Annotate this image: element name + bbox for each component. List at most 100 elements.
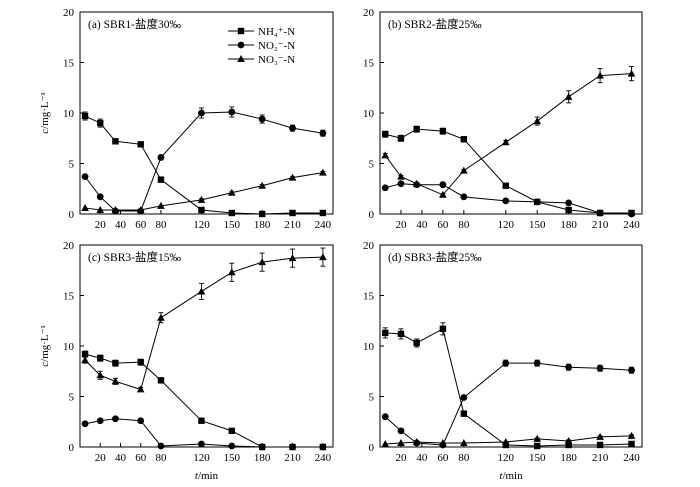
x-tick-label: 210 bbox=[592, 452, 609, 464]
x-tick-label: 180 bbox=[254, 219, 271, 231]
data-point bbox=[137, 358, 144, 366]
x-tick-label: 210 bbox=[592, 219, 609, 231]
data-point bbox=[628, 440, 635, 448]
data-point bbox=[111, 205, 120, 213]
data-point bbox=[258, 210, 266, 218]
chart-panel-1: 0 5 10 15 20 20 40 60 80 120 150 180 210 240 (a) SBR1-… bbox=[39, 7, 334, 231]
y-tick-label: 0 bbox=[69, 442, 75, 454]
x-tick-label: 60 bbox=[135, 219, 147, 231]
data-point bbox=[439, 438, 447, 446]
data-point bbox=[439, 325, 447, 333]
data-point bbox=[596, 71, 604, 79]
data-point bbox=[501, 138, 510, 146]
data-point bbox=[502, 182, 509, 189]
panel-title: (d) SBR3-盐度25‰ bbox=[388, 250, 482, 264]
x-tick-label: 20 bbox=[395, 219, 407, 231]
data-point bbox=[258, 443, 266, 451]
data-point bbox=[288, 254, 297, 262]
data-point bbox=[157, 313, 165, 321]
series-line bbox=[84, 115, 323, 215]
y-tick-label: 0 bbox=[369, 442, 375, 454]
data-point bbox=[258, 258, 266, 266]
data-point bbox=[319, 209, 327, 217]
data-point bbox=[137, 141, 144, 148]
data-point bbox=[96, 371, 105, 379]
x-tick-label: 120 bbox=[498, 452, 515, 464]
data-point bbox=[412, 437, 421, 445]
data-point bbox=[533, 198, 541, 206]
data-point bbox=[112, 138, 119, 145]
series-line bbox=[84, 418, 323, 448]
data-point bbox=[97, 354, 104, 362]
data-point bbox=[533, 117, 541, 125]
data-point bbox=[460, 166, 468, 174]
data-point bbox=[596, 209, 604, 217]
series-line bbox=[385, 328, 632, 447]
data-point bbox=[565, 441, 572, 449]
y-tick-label: 10 bbox=[63, 108, 75, 120]
series-circle bbox=[81, 106, 327, 215]
data-point bbox=[228, 108, 236, 116]
legend-label: NO₃⁻-N bbox=[258, 54, 295, 66]
x-tick-label: 180 bbox=[560, 452, 577, 464]
x-tick-label: 150 bbox=[224, 452, 241, 464]
data-point bbox=[397, 427, 405, 435]
y-axis-label-unit: /mg·L⁻¹ bbox=[39, 92, 51, 129]
x-tick-label: 210 bbox=[284, 219, 301, 231]
x-tick-label: 40 bbox=[416, 219, 428, 231]
y-tick-label: 5 bbox=[69, 159, 75, 171]
legend-label: NO₂⁻-N bbox=[258, 40, 295, 52]
data-point bbox=[157, 176, 165, 183]
data-point bbox=[501, 437, 510, 445]
data-point bbox=[596, 441, 604, 449]
data-point bbox=[228, 209, 235, 217]
data-point bbox=[628, 366, 635, 374]
data-point bbox=[157, 377, 165, 384]
x-tick-label: 40 bbox=[416, 452, 428, 464]
x-tick-label: 80 bbox=[458, 452, 470, 464]
legend: NH₄⁺-N NO₂⁻-N NO₃⁻-N bbox=[228, 26, 295, 66]
data-point bbox=[534, 442, 541, 450]
data-point bbox=[228, 427, 235, 435]
series-line bbox=[84, 111, 323, 212]
data-point bbox=[157, 442, 165, 450]
data-point bbox=[289, 209, 296, 217]
data-point bbox=[96, 205, 105, 213]
y-tick-label: 20 bbox=[63, 7, 75, 19]
y-tick-label: 5 bbox=[69, 392, 75, 404]
data-point bbox=[81, 356, 89, 364]
data-point bbox=[397, 438, 405, 446]
x-tick-label: 80 bbox=[155, 452, 167, 464]
series-line bbox=[84, 172, 323, 211]
data-point bbox=[565, 199, 573, 207]
x-axis-label: t/min bbox=[499, 470, 523, 482]
x-tick-label: 80 bbox=[458, 219, 470, 231]
x-axis-label-unit: /min bbox=[198, 470, 219, 482]
x-axis-label: t/min bbox=[195, 470, 219, 482]
series-line bbox=[385, 128, 632, 214]
series-square bbox=[81, 350, 327, 451]
x-tick-label: 210 bbox=[284, 452, 301, 464]
x-tick-label: 20 bbox=[95, 452, 107, 464]
x-tick-label: 80 bbox=[155, 219, 167, 231]
x-tick-label: 150 bbox=[224, 219, 241, 231]
x-tick-label: 240 bbox=[623, 219, 640, 231]
data-point bbox=[565, 206, 572, 214]
series-line bbox=[84, 256, 323, 391]
series-square bbox=[382, 322, 635, 450]
data-point bbox=[81, 112, 89, 120]
chart-panel-4: 0 5 10 15 20 20 40 60 80 120 150 180 210 240 (d) SBR3-… bbox=[363, 240, 643, 482]
data-point bbox=[197, 195, 206, 203]
y-tick-label: 10 bbox=[363, 341, 375, 353]
data-point bbox=[228, 442, 236, 450]
data-point bbox=[412, 179, 421, 187]
data-point bbox=[289, 124, 296, 132]
y-axis-label-symbol: c bbox=[39, 129, 51, 134]
data-point bbox=[533, 359, 541, 367]
series-line bbox=[385, 183, 632, 215]
data-point bbox=[460, 136, 468, 143]
panel-title: (a) SBR1-盐度30‰ bbox=[88, 17, 181, 31]
y-tick-label: 20 bbox=[363, 240, 375, 252]
x-tick-label: 150 bbox=[529, 452, 546, 464]
